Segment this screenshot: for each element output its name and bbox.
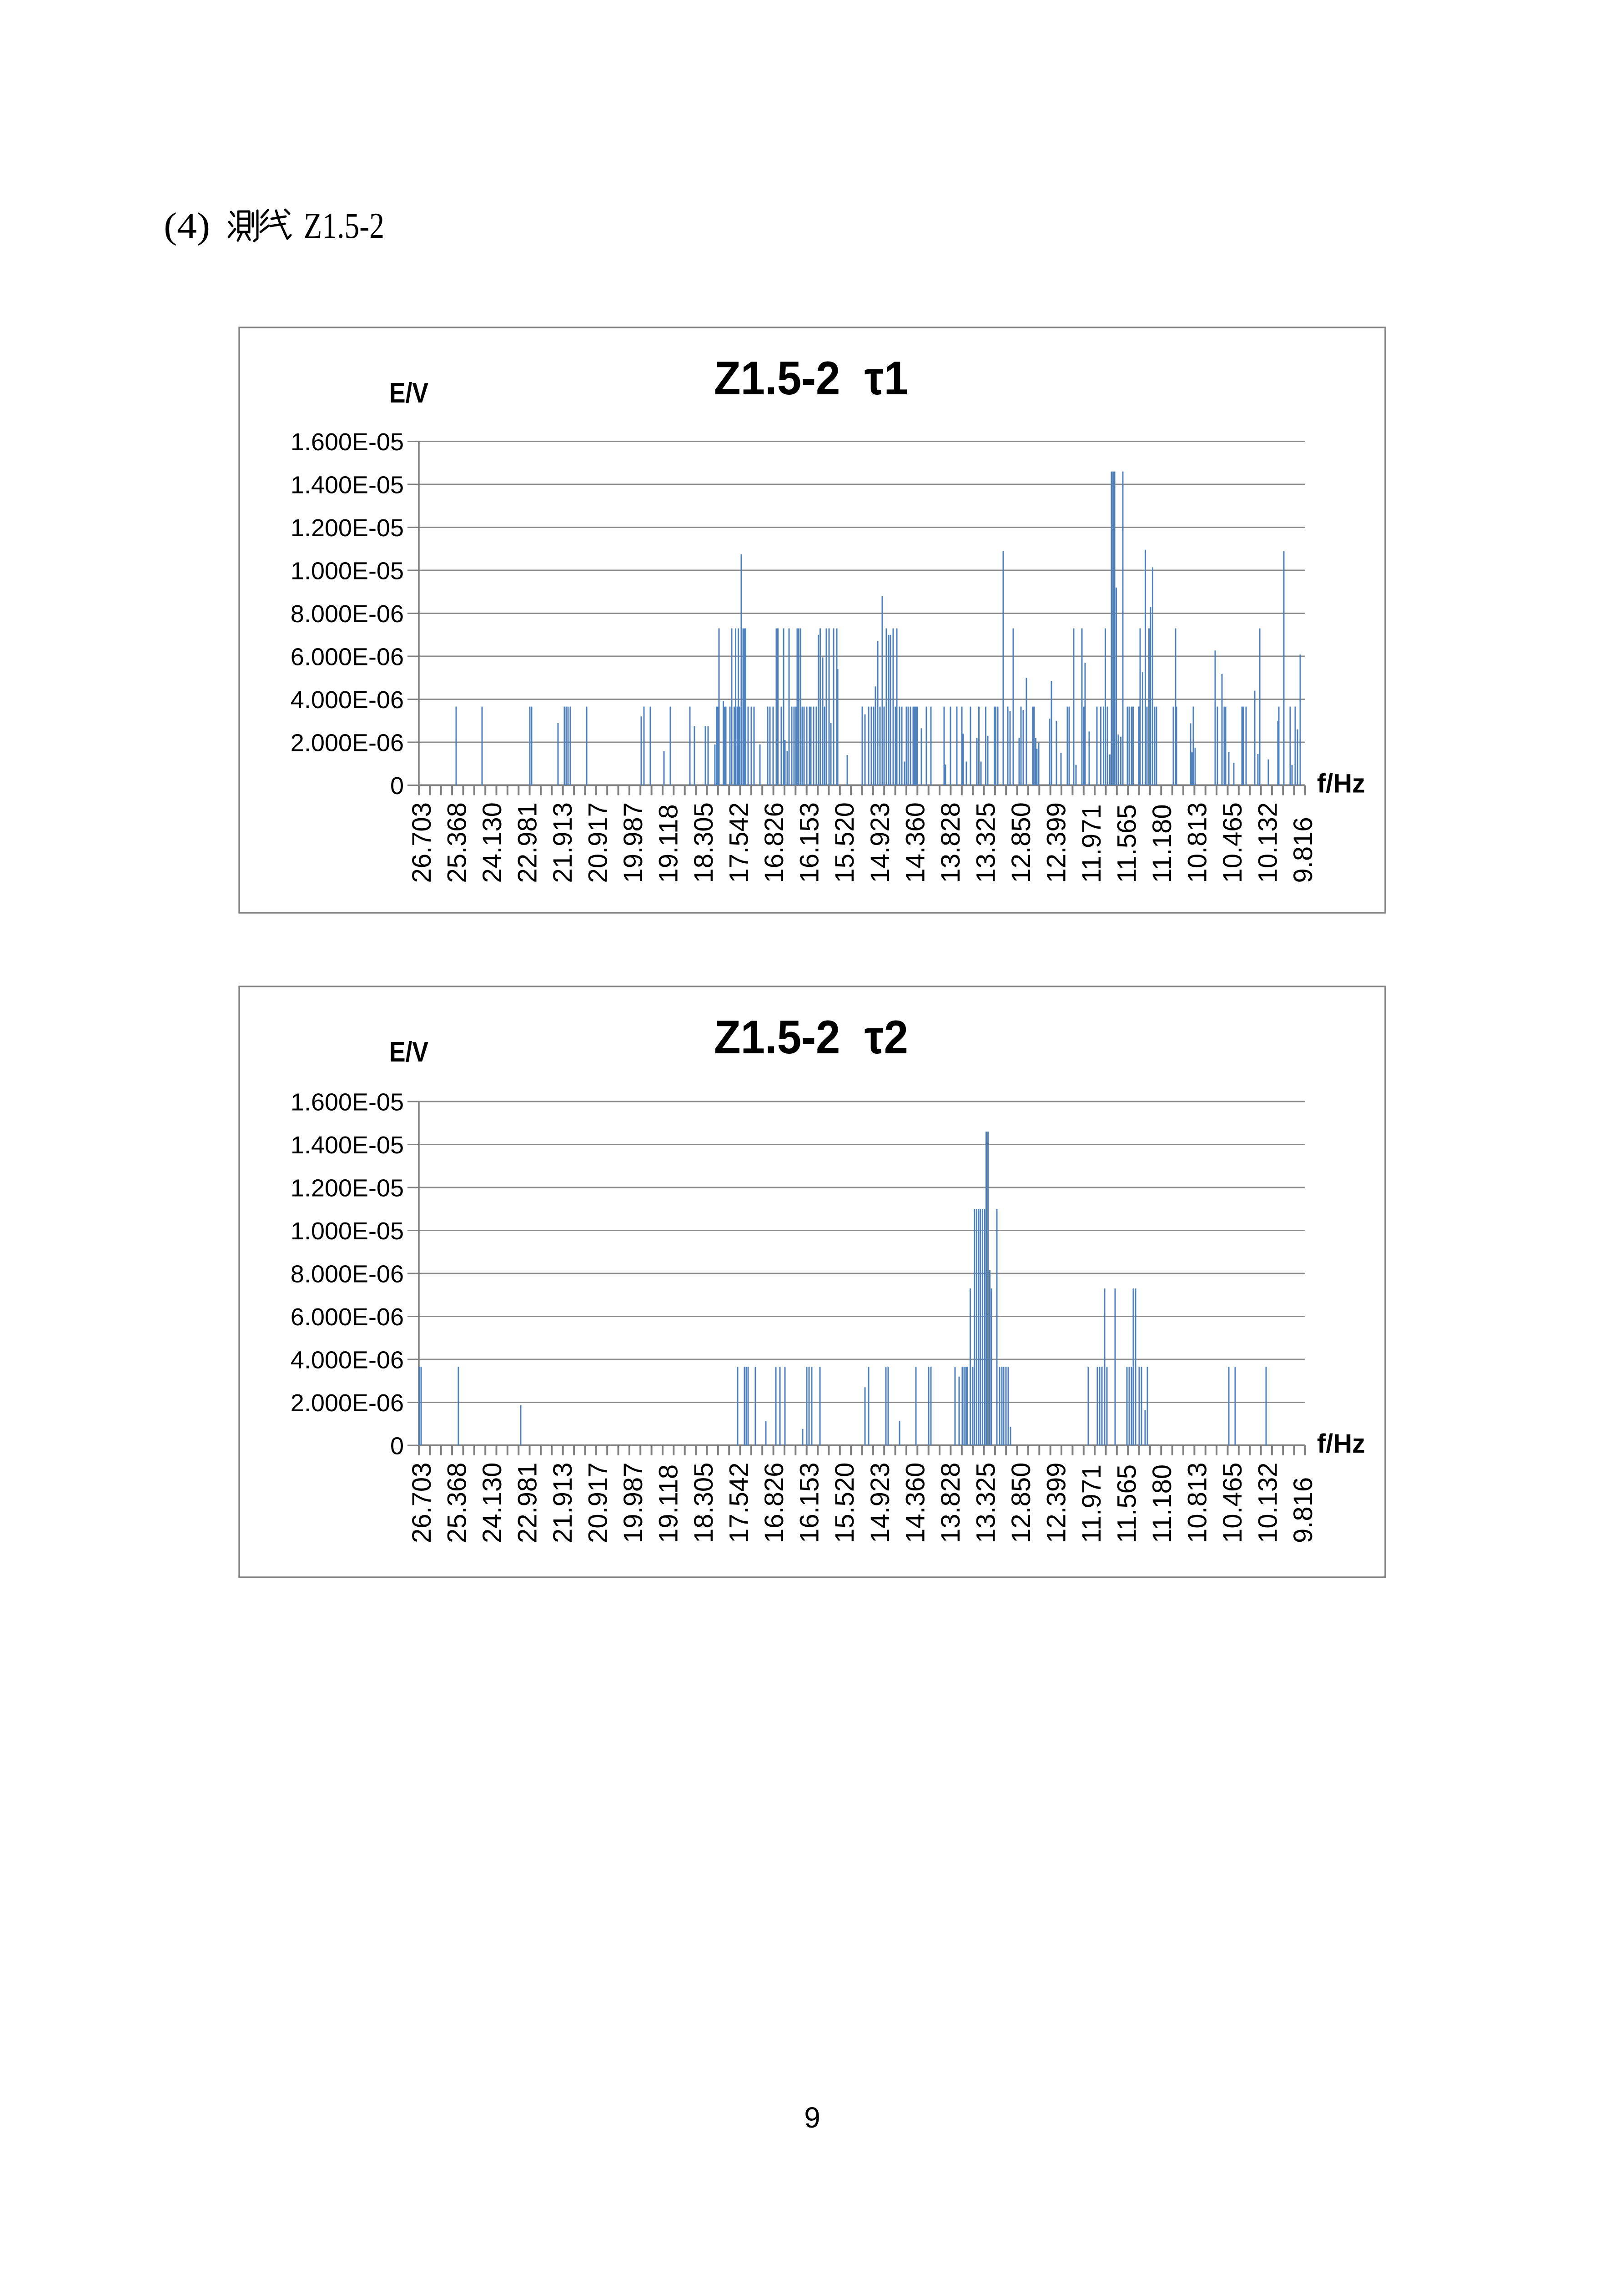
svg-text:16.153: 16.153 bbox=[795, 802, 825, 883]
svg-text:15.520: 15.520 bbox=[830, 802, 860, 883]
svg-text:Z1.5-2 τ2: Z1.5-2 τ2 bbox=[714, 1011, 908, 1064]
svg-text:26.703: 26.703 bbox=[407, 802, 437, 883]
svg-text:14.360: 14.360 bbox=[900, 1463, 930, 1543]
svg-text:13.325: 13.325 bbox=[971, 802, 1001, 883]
svg-text:11.180: 11.180 bbox=[1147, 1464, 1177, 1543]
svg-text:(4): (4) bbox=[164, 206, 210, 246]
svg-text:8.000E-06: 8.000E-06 bbox=[291, 600, 404, 628]
svg-text:15.520: 15.520 bbox=[830, 1463, 860, 1543]
svg-text:24.130: 24.130 bbox=[478, 802, 507, 883]
svg-text:1.200E-05: 1.200E-05 bbox=[291, 1175, 404, 1202]
svg-text:14.360: 14.360 bbox=[900, 802, 930, 883]
svg-text:13.828: 13.828 bbox=[936, 1463, 965, 1543]
svg-text:1.600E-05: 1.600E-05 bbox=[291, 1089, 404, 1116]
svg-text:13.828: 13.828 bbox=[936, 802, 965, 883]
svg-text:16.153: 16.153 bbox=[795, 1463, 825, 1543]
svg-text:f/Hz: f/Hz bbox=[1317, 1429, 1365, 1459]
svg-text:1.400E-05: 1.400E-05 bbox=[291, 1132, 404, 1159]
svg-text:6.000E-06: 6.000E-06 bbox=[291, 1303, 404, 1331]
svg-text:14.923: 14.923 bbox=[865, 1463, 895, 1543]
svg-text:11.180: 11.180 bbox=[1147, 804, 1177, 883]
svg-text:19.118: 19.118 bbox=[654, 1464, 684, 1543]
svg-text:Z1.5-2 τ1: Z1.5-2 τ1 bbox=[714, 352, 908, 405]
svg-text:11.565: 11.565 bbox=[1112, 804, 1141, 883]
svg-text:18.305: 18.305 bbox=[689, 1463, 719, 1543]
svg-text:10.813: 10.813 bbox=[1182, 1463, 1212, 1543]
svg-text:12.399: 12.399 bbox=[1041, 802, 1071, 883]
svg-text:17.542: 17.542 bbox=[724, 1463, 754, 1543]
svg-text:1.200E-05: 1.200E-05 bbox=[291, 514, 404, 542]
svg-text:13.325: 13.325 bbox=[971, 1463, 1001, 1543]
svg-text:11.971: 11.971 bbox=[1077, 1464, 1106, 1543]
svg-text:14.923: 14.923 bbox=[865, 802, 895, 883]
svg-text:10.132: 10.132 bbox=[1253, 802, 1283, 883]
svg-text:10.132: 10.132 bbox=[1253, 1463, 1283, 1543]
svg-text:8.000E-06: 8.000E-06 bbox=[291, 1261, 404, 1288]
svg-text:Z1.5-2: Z1.5-2 bbox=[304, 206, 384, 246]
svg-text:1.400E-05: 1.400E-05 bbox=[291, 472, 404, 499]
svg-text:E/V: E/V bbox=[389, 377, 428, 409]
svg-text:22.981: 22.981 bbox=[513, 802, 543, 883]
svg-text:19.987: 19.987 bbox=[618, 1463, 648, 1543]
svg-text:10.465: 10.465 bbox=[1218, 802, 1247, 883]
svg-text:1.600E-05: 1.600E-05 bbox=[291, 428, 404, 456]
svg-text:20.917: 20.917 bbox=[583, 802, 613, 883]
svg-text:25.368: 25.368 bbox=[442, 1463, 472, 1543]
svg-text:26.703: 26.703 bbox=[407, 1463, 437, 1543]
svg-text:9.816: 9.816 bbox=[1288, 1477, 1318, 1543]
svg-text:25.368: 25.368 bbox=[442, 802, 472, 883]
svg-text:17.542: 17.542 bbox=[724, 802, 754, 883]
svg-text:1.000E-05: 1.000E-05 bbox=[291, 1217, 404, 1245]
svg-text:9: 9 bbox=[804, 2101, 820, 2134]
svg-text:2.000E-06: 2.000E-06 bbox=[291, 1389, 404, 1417]
svg-text:4.000E-06: 4.000E-06 bbox=[291, 686, 404, 714]
svg-text:0: 0 bbox=[390, 1433, 404, 1460]
svg-text:0: 0 bbox=[390, 772, 404, 800]
svg-text:10.813: 10.813 bbox=[1182, 802, 1212, 883]
svg-text:21.913: 21.913 bbox=[548, 1463, 578, 1543]
svg-text:6.000E-06: 6.000E-06 bbox=[291, 644, 404, 671]
svg-text:19.987: 19.987 bbox=[618, 802, 648, 883]
svg-text:1.000E-05: 1.000E-05 bbox=[291, 558, 404, 585]
svg-text:10.465: 10.465 bbox=[1218, 1463, 1247, 1543]
svg-text:f/Hz: f/Hz bbox=[1317, 769, 1365, 799]
svg-text:9.816: 9.816 bbox=[1288, 817, 1318, 883]
svg-text:12.850: 12.850 bbox=[1006, 1463, 1036, 1543]
svg-text:12.850: 12.850 bbox=[1006, 802, 1036, 883]
svg-text:16.826: 16.826 bbox=[759, 802, 789, 883]
svg-text:20.917: 20.917 bbox=[583, 1463, 613, 1543]
svg-text:11.565: 11.565 bbox=[1112, 1464, 1141, 1543]
svg-text:E/V: E/V bbox=[389, 1036, 428, 1068]
svg-text:2.000E-06: 2.000E-06 bbox=[291, 729, 404, 757]
svg-text:11.971: 11.971 bbox=[1077, 804, 1106, 883]
svg-text:18.305: 18.305 bbox=[689, 802, 719, 883]
svg-text:22.981: 22.981 bbox=[513, 1463, 543, 1543]
svg-text:24.130: 24.130 bbox=[478, 1463, 507, 1543]
svg-text:19.118: 19.118 bbox=[654, 804, 684, 883]
svg-text:4.000E-06: 4.000E-06 bbox=[291, 1347, 404, 1374]
svg-text:16.826: 16.826 bbox=[759, 1463, 789, 1543]
svg-text:21.913: 21.913 bbox=[548, 802, 578, 883]
svg-text:12.399: 12.399 bbox=[1041, 1463, 1071, 1543]
